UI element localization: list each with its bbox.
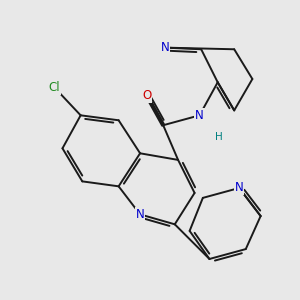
Text: N: N: [195, 109, 204, 122]
Text: O: O: [142, 89, 151, 102]
Text: N: N: [136, 208, 145, 221]
Text: H: H: [215, 132, 223, 142]
Text: Cl: Cl: [48, 81, 60, 94]
Text: N: N: [235, 182, 244, 194]
Text: N: N: [160, 41, 169, 54]
